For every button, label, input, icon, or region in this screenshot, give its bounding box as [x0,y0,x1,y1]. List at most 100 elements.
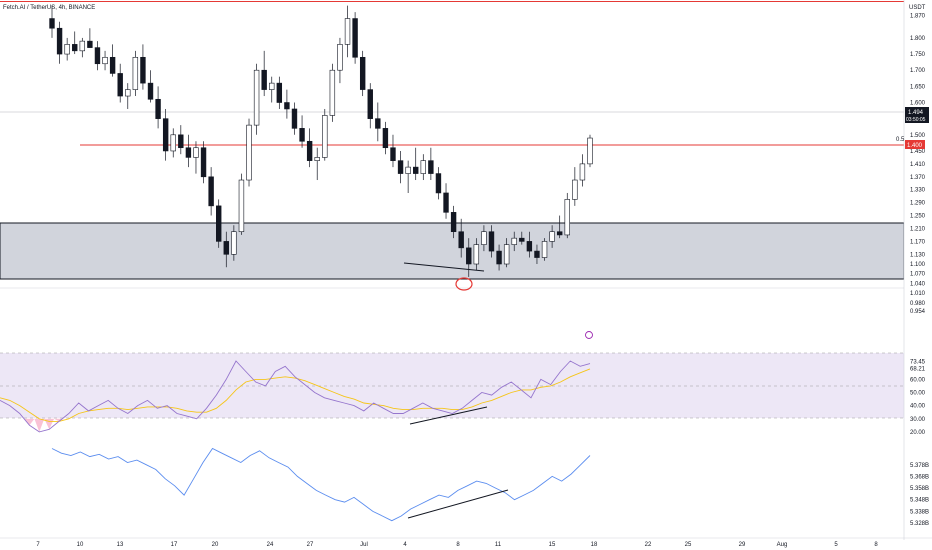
fib-level-label: 0.5 [896,137,905,143]
x-tick-label: Aug [777,542,788,548]
x-tick-label: Jul [360,542,368,548]
price-tick-label: 1.500 [910,133,926,139]
price-tick-label: 1.010 [910,291,926,297]
candle-body [329,69,336,116]
rsi-oversold-fill [24,418,64,432]
obv-tick-label: 5.338B [910,509,929,515]
candle-body [534,250,540,258]
candle-body [147,82,154,100]
x-tick-label: 22 [645,542,652,548]
rsi-tick-label: 40.00 [910,404,926,410]
candle-body [572,179,578,200]
candle-body [375,118,381,129]
x-tick-label: 10 [77,542,84,548]
candle-body [458,231,464,249]
candle-body [223,241,229,255]
x-tick-label: 24 [267,542,274,548]
candle-body [337,44,343,71]
rsi-tick-label: 30.00 [910,417,926,423]
price-tick-label: 1.330 [910,188,926,194]
candle-body [306,140,313,161]
x-tick-label: 13 [117,542,124,548]
rsi-tick-label: 50.00 [910,391,926,397]
x-axis-ticks[interactable]: 7 10 13 17 20 24 27 Jul 4 8 11 15 18 22 25 29 Aug 5 8 [36,542,878,548]
last-price-label: 1.494 [908,110,924,116]
candle-body [428,160,434,174]
rsi-line [0,360,591,433]
price-tick-label: 1.410 [910,162,926,168]
candlestick-series [49,5,593,277]
x-tick-label: 8 [456,542,460,548]
rsi-tick-label: 20.00 [910,430,926,436]
candle-body [511,237,517,245]
candle-body [390,147,396,161]
price-tick-label: 1.800 [910,36,926,42]
candle-body [299,128,305,142]
candle-body [261,69,267,90]
candle-body [367,89,373,119]
price-axis[interactable] [904,0,932,540]
obv-line [51,447,591,522]
support-zone [0,222,905,280]
candle-body [162,118,169,152]
candle-body [405,166,411,174]
obv-tick-label: 5.358B [910,486,929,492]
price-tick-label: 1.070 [910,272,926,278]
x-tick-label: 29 [739,542,746,548]
candle-body [193,147,199,158]
candle-body [102,56,108,65]
price-tick-label: 1.600 [910,101,926,107]
obv-trendline [407,489,509,519]
rsi-trendline [409,406,488,425]
x-tick-label: 5 [834,542,838,548]
candle-body [200,147,207,178]
x-tick-label: 15 [549,542,556,548]
price-tick-label: 1.130 [910,252,926,258]
candle-body [94,47,101,65]
price-tick-label: 1.210 [910,226,926,232]
rsi-ma-line [0,368,591,422]
countdown-label: 03:50:05 [906,117,926,123]
candle-body [125,89,131,97]
candle-body [216,205,222,242]
price-tick-label: 1.170 [910,239,926,245]
candle-body [185,147,192,158]
candle-body [284,102,290,110]
resistance-price-badge [905,140,925,149]
candle-body [541,241,548,258]
price-tick-label: 0.954 [910,309,926,315]
candle-body [352,18,358,58]
candle-body [473,244,480,265]
candle-body [72,44,78,52]
obv-tick-label: 5.348B [910,498,929,504]
low-highlight-circle [455,277,473,291]
x-tick-label: 4 [403,542,407,548]
candle-body [49,18,55,29]
price-tick-label: 1.290 [910,201,926,207]
candle-body [140,56,146,84]
resistance-price-label: 1.400 [907,143,923,149]
rsi-tick-label: 73.45 [910,360,926,366]
obv-tick-label: 5.378B [910,463,929,469]
x-tick-label: 25 [685,542,692,548]
candle-body [155,98,161,119]
obv-tick-label: 5.368B [910,474,929,480]
candle-body [579,163,586,181]
price-tick-label: 1.700 [910,68,926,74]
price-tick-label: 1.870 [910,13,926,19]
price-tick-label: 1.370 [910,175,926,181]
candle-body [359,56,366,90]
candle-body [314,157,320,161]
candle-body [170,134,176,152]
price-tick-label: 1.450 [910,149,926,155]
candle-body [564,199,570,236]
candle-body [79,40,86,52]
candle-body [481,231,487,245]
last-price-badge [905,107,929,123]
candle-body [466,247,472,265]
candle-body [276,82,283,103]
candle-body [526,241,533,252]
candle-body [132,56,139,90]
candle-body [413,166,419,174]
